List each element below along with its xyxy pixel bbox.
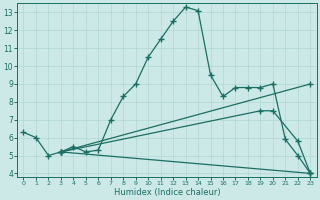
X-axis label: Humidex (Indice chaleur): Humidex (Indice chaleur) <box>114 188 220 197</box>
